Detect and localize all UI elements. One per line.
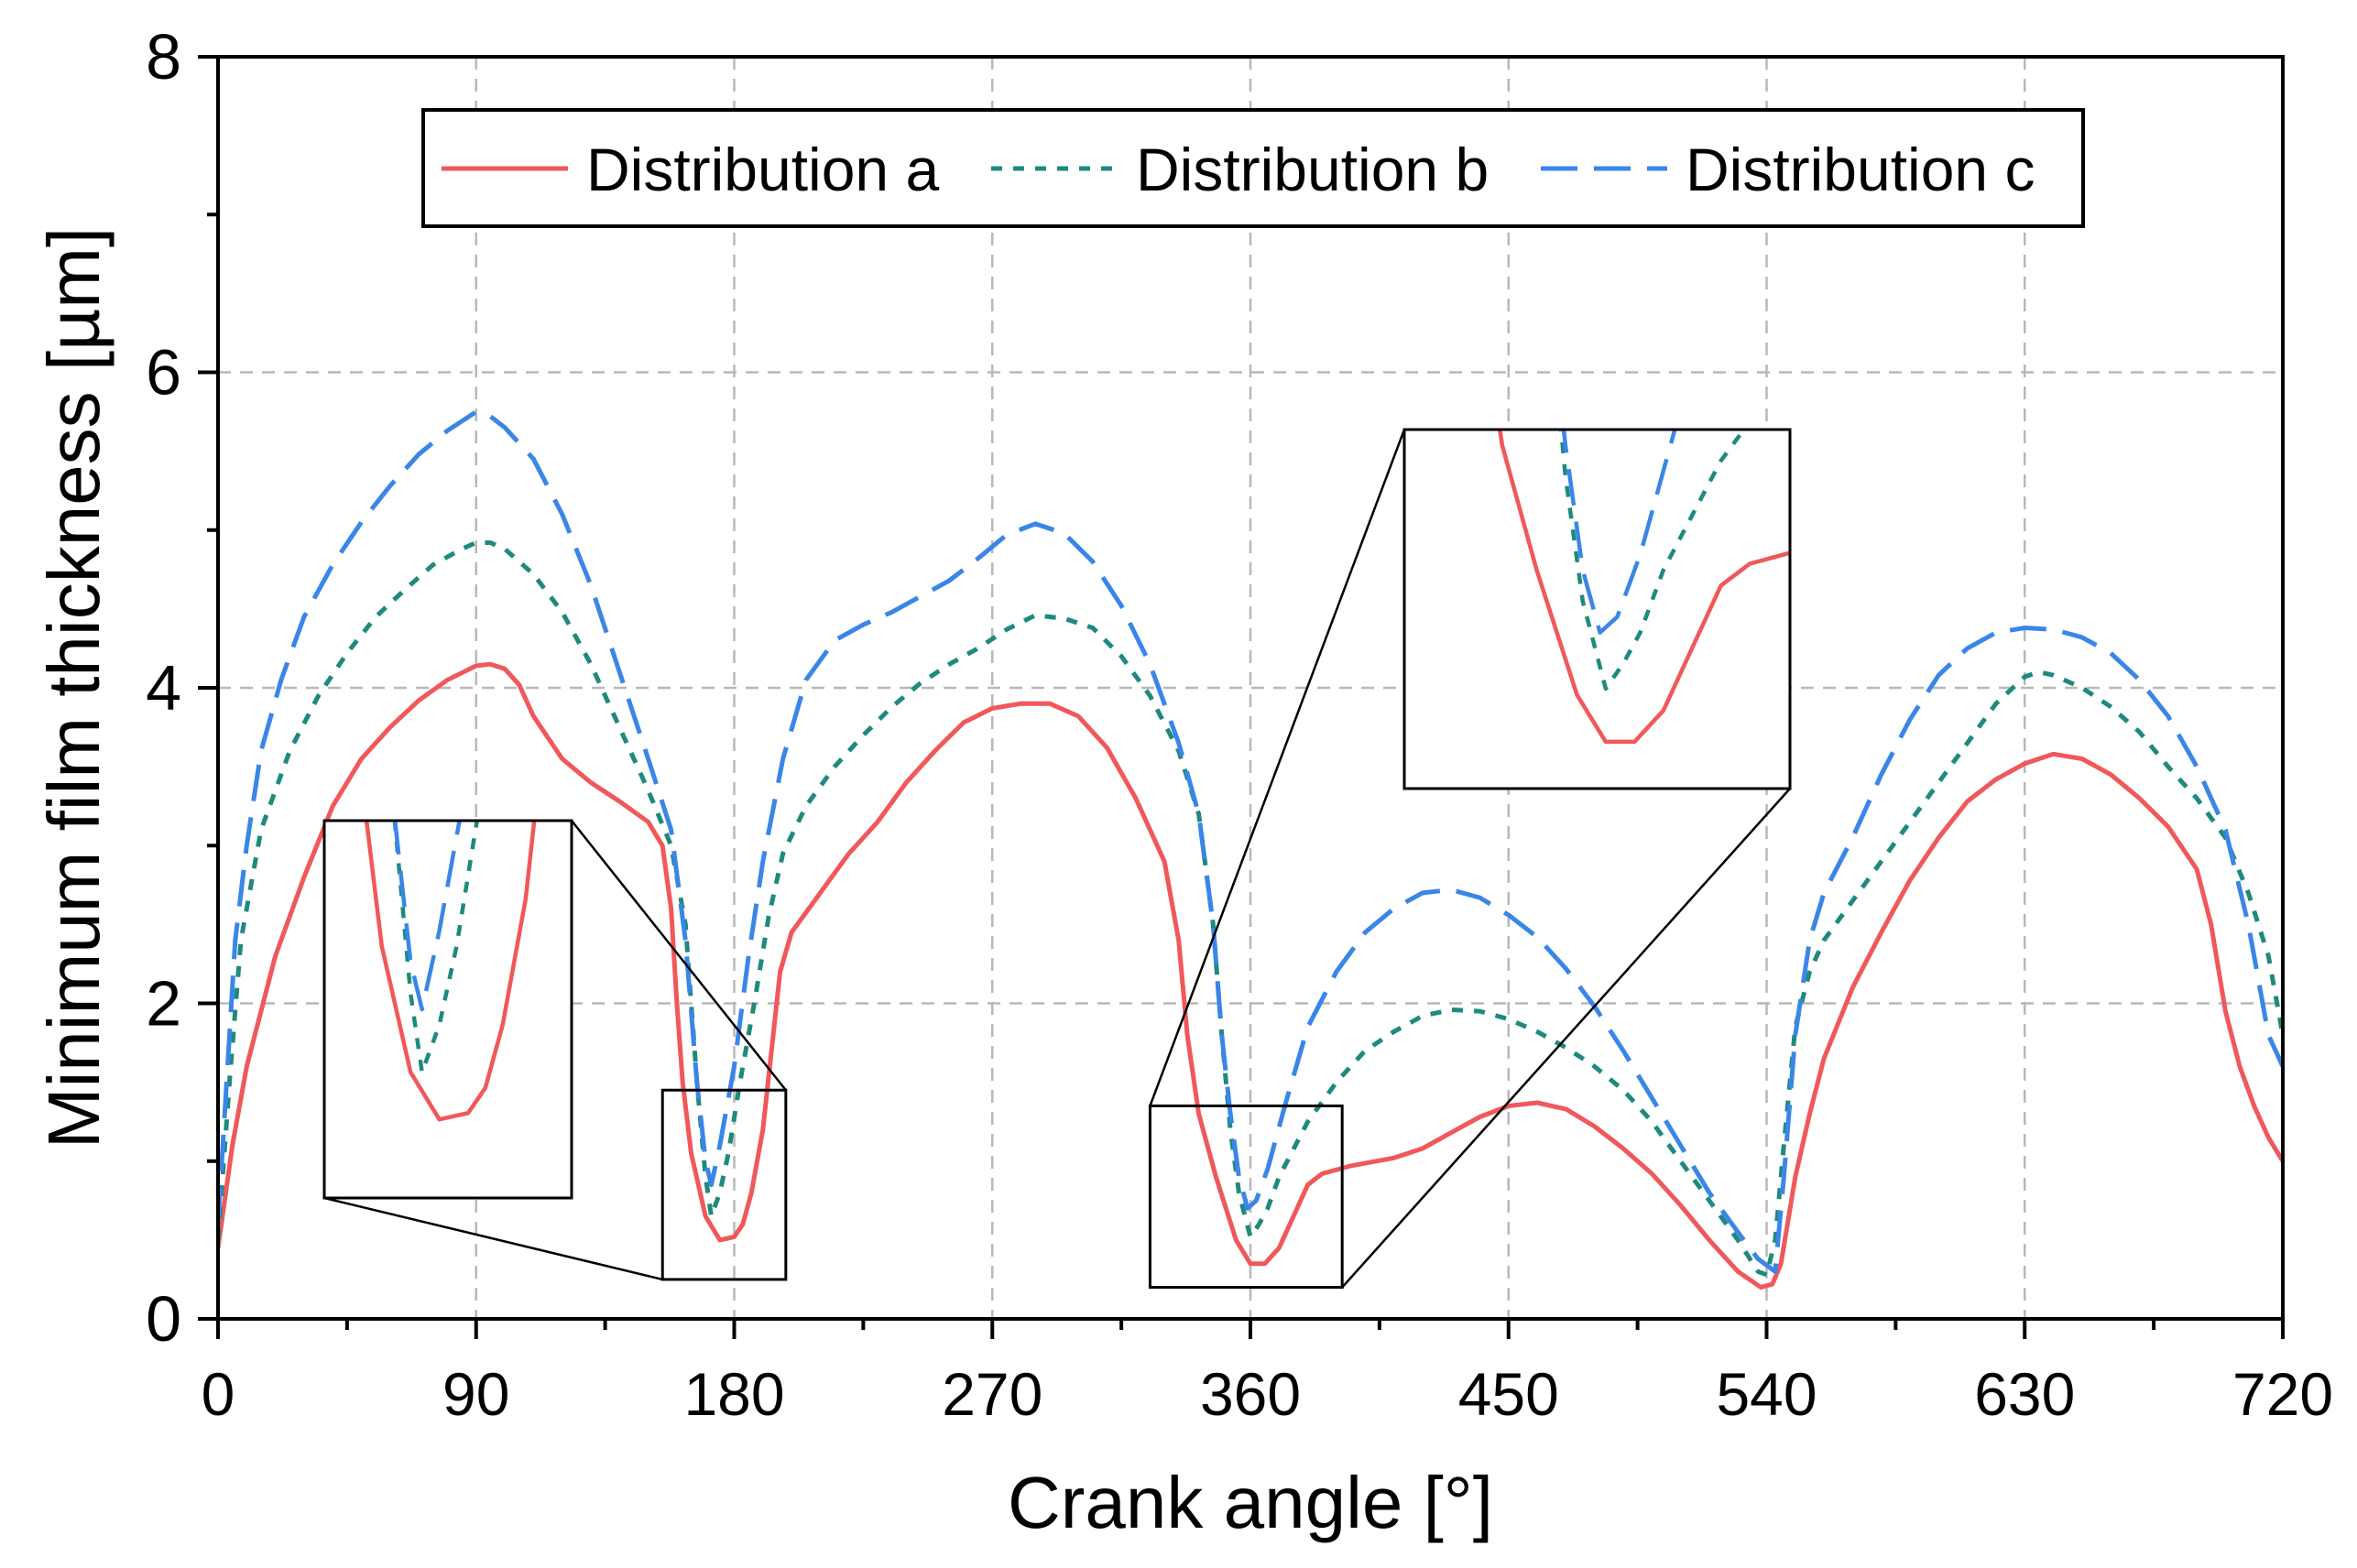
y-tick-label: 0: [146, 1283, 181, 1355]
x-tick-label: 630: [1974, 1360, 2075, 1428]
x-tick-label: 360: [1200, 1360, 1301, 1428]
x-tick-label: 90: [442, 1360, 509, 1428]
zoom-indicators: [323, 429, 1791, 1290]
inset-zoom-360-bg: [1404, 430, 1790, 789]
plot-frame: [216, 55, 2285, 1321]
series-line-b: [218, 540, 2283, 1278]
inset-zoom-180: [322, 819, 573, 1200]
inset-zoom-180-frame: [322, 819, 573, 1200]
y-tick-label: 6: [146, 337, 181, 408]
x-tick-label: 540: [1716, 1360, 1817, 1428]
grid-lines: [218, 57, 2283, 1319]
inset-series-line-a: [364, 821, 537, 1122]
legend-label-a: Distribution a: [586, 136, 939, 203]
zoom-connector: [571, 820, 787, 1092]
series-line-a: [218, 661, 2283, 1290]
x-tick-label: 0: [202, 1360, 235, 1428]
x-axis-label: Crank angle [°]: [1008, 1462, 1493, 1543]
inset-zoom-180-series: [364, 821, 537, 1122]
y-tick-label: 4: [146, 652, 181, 724]
x-tick-label: 720: [2232, 1360, 2333, 1428]
inset-series-line-a: [1498, 430, 1790, 745]
zoom-source-box: [1148, 1104, 1344, 1290]
inset-zoom-360: [1402, 428, 1792, 790]
x-tick-label: 450: [1458, 1360, 1559, 1428]
inset-zoom-360-series: [1498, 430, 1790, 745]
inset-series-line-c: [392, 821, 462, 1012]
y-tick-label: 8: [146, 21, 181, 93]
x-tick-label: 180: [683, 1360, 784, 1428]
y-tick-label: 2: [146, 968, 181, 1040]
legend-label-b: Distribution b: [1136, 136, 1489, 203]
legend-box: [421, 108, 2085, 228]
y-axis-label: Minimum film thickness [µm]: [33, 227, 115, 1149]
legend: Distribution a Distribution b Distributi…: [421, 108, 2085, 228]
zoom-source-box: [660, 1088, 788, 1281]
axis-ticks: 0 90 180 270 360 450 540 630 720 0 2 4 6 8: [146, 21, 2333, 1428]
zoom-connector: [1149, 429, 1406, 1106]
series-lines: [218, 409, 2283, 1290]
series-line-c: [218, 409, 2283, 1274]
legend-label-c: Distribution c: [1686, 136, 2035, 203]
inset-series-line-b: [1558, 430, 1747, 691]
x-tick-label: 270: [942, 1360, 1042, 1428]
zoom-connector: [323, 1196, 663, 1281]
inset-zoom-360-frame: [1402, 428, 1792, 790]
zoom-connector: [1341, 788, 1791, 1289]
